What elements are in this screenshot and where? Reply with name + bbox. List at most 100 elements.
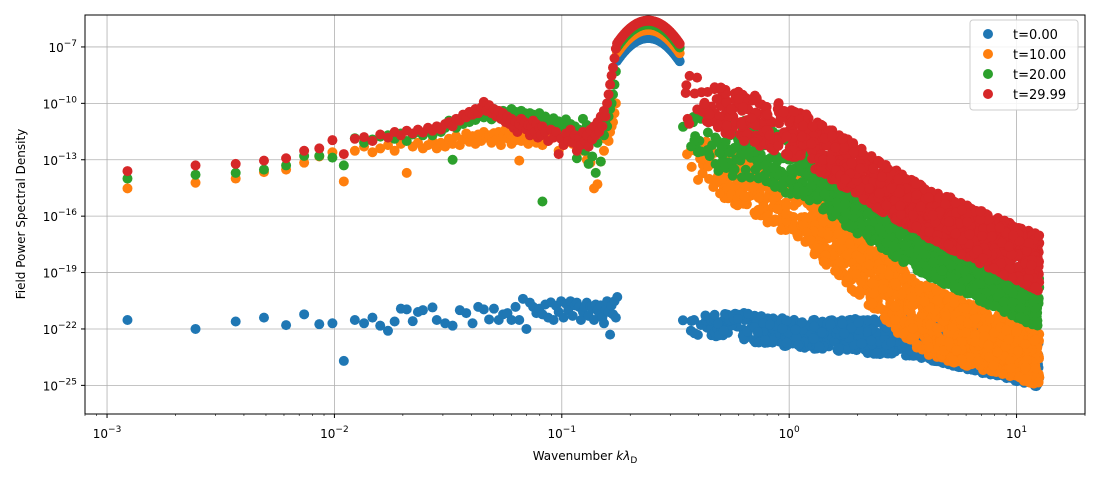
tail-point (997, 368, 1008, 379)
tail-point (752, 327, 763, 338)
tail-point (781, 208, 792, 219)
tail-point (1001, 280, 1012, 291)
tail-point (727, 170, 738, 181)
data-point (606, 70, 617, 81)
tail-point (988, 360, 999, 371)
tail-point (905, 332, 916, 343)
data-point (314, 143, 325, 154)
data-point (521, 323, 532, 334)
data-point (548, 314, 559, 325)
tail-point (984, 352, 995, 363)
data-point (230, 316, 241, 327)
tail-point (962, 318, 973, 329)
tail-point (677, 315, 688, 326)
tail-point (819, 189, 830, 200)
tail-point (750, 209, 761, 220)
tail-point (790, 324, 801, 335)
data-point (417, 305, 428, 316)
tail-point (703, 147, 714, 158)
tail-point (960, 327, 971, 338)
tail-point (1001, 324, 1012, 335)
tail-point (724, 147, 735, 158)
tail-point (1033, 377, 1044, 388)
tail-point (833, 343, 844, 354)
data-point (338, 176, 349, 187)
data-point (589, 314, 600, 325)
tail-point (689, 135, 700, 146)
tail-point (862, 315, 873, 326)
tail-point (931, 285, 942, 296)
tail-point (794, 166, 805, 177)
data-point (122, 314, 133, 325)
tail-point (689, 315, 700, 326)
tail-point (906, 292, 917, 303)
tail-point (913, 237, 924, 248)
data-point (478, 304, 489, 315)
data-point (605, 329, 616, 340)
data-point (327, 152, 338, 163)
tail-point (959, 265, 970, 276)
tail-point (932, 323, 943, 334)
tail-point (689, 328, 700, 339)
tail-point (866, 335, 877, 346)
tail-point (693, 174, 704, 185)
tail-point (928, 257, 939, 268)
tail-point (760, 334, 771, 345)
tail-point (1030, 293, 1041, 304)
data-point (598, 318, 609, 329)
tail-point (968, 283, 979, 294)
tail-point (970, 313, 981, 324)
data-point (447, 320, 458, 331)
tail-point (1011, 326, 1022, 337)
tail-point (912, 265, 923, 276)
tail-point (998, 297, 1009, 308)
data-point (359, 132, 370, 143)
data-point (367, 147, 378, 158)
data-point (401, 304, 412, 315)
tail-point (1007, 297, 1018, 308)
tail-point (866, 246, 877, 257)
tail-point (770, 191, 781, 202)
tail-point (948, 354, 959, 365)
tail-point (890, 278, 901, 289)
tail-point (786, 164, 797, 175)
data-point (427, 302, 438, 313)
data-point (190, 177, 201, 188)
data-point (609, 53, 620, 64)
tail-point (797, 317, 808, 328)
tail-point (871, 348, 882, 359)
data-point (349, 133, 360, 144)
tail-point (801, 227, 812, 238)
tail-point (755, 172, 766, 183)
tail-point (833, 228, 844, 239)
data-point (367, 312, 378, 323)
data-point (597, 121, 608, 132)
tail-point (1029, 335, 1040, 346)
data-point (587, 151, 598, 162)
data-point (592, 179, 603, 190)
tail-point (889, 301, 900, 312)
tail-point (877, 284, 888, 295)
tail-point (770, 181, 781, 192)
data-point (514, 314, 525, 325)
tail-point (883, 269, 894, 280)
tail-point (1020, 362, 1031, 373)
tail-point (1030, 363, 1041, 374)
tail-point (818, 216, 829, 227)
tail-point (923, 341, 934, 352)
data-point (612, 292, 623, 303)
tail-point (841, 343, 852, 354)
tail-point (941, 255, 952, 266)
data-point (122, 166, 133, 177)
tail-point (875, 214, 886, 225)
data-point (382, 325, 393, 336)
tail-point (919, 296, 930, 307)
data-point (467, 318, 478, 329)
data-point (608, 62, 619, 73)
tail-point (951, 345, 962, 356)
tail-point (907, 323, 918, 334)
tail-point (732, 200, 743, 211)
data-point (495, 140, 506, 151)
tail-point (853, 317, 864, 328)
tail-point (712, 318, 723, 329)
